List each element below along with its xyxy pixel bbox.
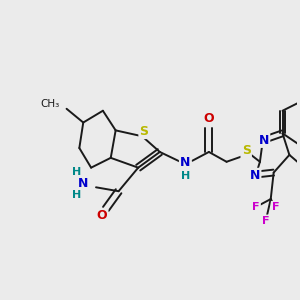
Text: N: N: [250, 169, 260, 182]
Text: F: F: [262, 216, 270, 226]
Text: N: N: [259, 134, 269, 147]
Text: H: H: [72, 167, 81, 177]
Text: O: O: [97, 209, 107, 222]
Text: F: F: [252, 202, 260, 212]
Text: F: F: [272, 202, 279, 212]
Text: H: H: [72, 190, 81, 200]
Text: S: S: [140, 125, 148, 138]
Text: S: S: [242, 145, 251, 158]
Text: CH₃: CH₃: [40, 99, 60, 109]
Text: H: H: [181, 170, 190, 181]
Text: N: N: [78, 177, 88, 190]
Text: N: N: [180, 156, 190, 169]
Text: O: O: [204, 112, 214, 125]
